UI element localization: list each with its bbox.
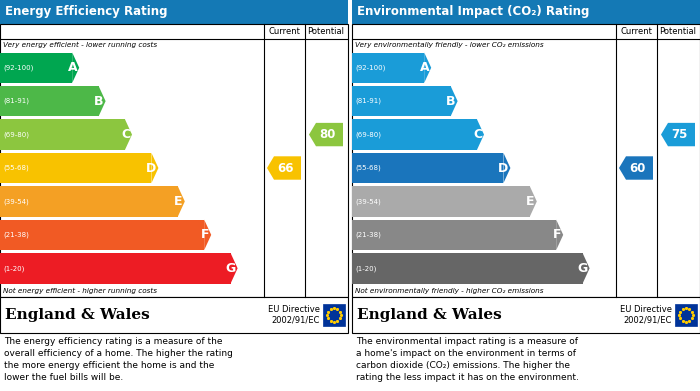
Bar	[675, 304, 697, 326]
Text: (1-20): (1-20)	[355, 265, 377, 271]
Text: (92-100): (92-100)	[355, 65, 386, 71]
Polygon shape	[99, 86, 106, 117]
Bar	[352, 119, 477, 150]
Text: EU Directive
2002/91/EC: EU Directive 2002/91/EC	[620, 305, 672, 325]
Text: G: G	[225, 262, 236, 275]
Bar	[352, 153, 503, 183]
Bar	[0, 186, 178, 217]
Text: Very environmentally friendly - lower CO₂ emissions: Very environmentally friendly - lower CO…	[355, 42, 544, 48]
Text: (92-100): (92-100)	[3, 65, 34, 71]
Text: G: G	[578, 262, 587, 275]
Bar	[352, 86, 451, 117]
Bar	[323, 304, 345, 326]
Text: B: B	[446, 95, 456, 108]
Text: Not energy efficient - higher running costs: Not energy efficient - higher running co…	[3, 288, 157, 294]
Polygon shape	[556, 220, 564, 250]
Bar	[0, 86, 99, 117]
Polygon shape	[267, 156, 301, 180]
Bar	[352, 297, 700, 333]
Bar	[0, 253, 230, 283]
Polygon shape	[503, 153, 510, 183]
Text: F: F	[201, 228, 209, 241]
Bar	[0, 24, 348, 297]
Bar	[352, 253, 582, 283]
Text: Not environmentally friendly - higher CO₂ emissions: Not environmentally friendly - higher CO…	[355, 288, 543, 294]
Text: The energy efficiency rating is a measure of the
overall efficiency of a home. T: The energy efficiency rating is a measur…	[4, 337, 233, 382]
Text: Current: Current	[620, 27, 652, 36]
Text: Environmental Impact (CO₂) Rating: Environmental Impact (CO₂) Rating	[357, 5, 589, 18]
Text: England & Wales: England & Wales	[357, 308, 502, 322]
Bar	[352, 220, 556, 250]
Text: A: A	[68, 61, 77, 74]
Text: (69-80): (69-80)	[3, 131, 29, 138]
Bar	[352, 186, 530, 217]
Bar	[352, 52, 424, 83]
Text: (39-54): (39-54)	[355, 198, 381, 204]
Polygon shape	[530, 186, 537, 217]
Polygon shape	[178, 186, 185, 217]
Text: E: E	[526, 195, 535, 208]
Bar	[0, 119, 125, 150]
Text: C: C	[121, 128, 130, 141]
Bar	[0, 220, 204, 250]
Text: F: F	[553, 228, 561, 241]
Text: Very energy efficient - lower running costs: Very energy efficient - lower running co…	[3, 42, 157, 48]
Text: (21-38): (21-38)	[3, 231, 29, 238]
Text: Potential: Potential	[659, 27, 696, 36]
Polygon shape	[72, 52, 79, 83]
Text: (69-80): (69-80)	[355, 131, 381, 138]
Text: (81-91): (81-91)	[3, 98, 29, 104]
Text: England & Wales: England & Wales	[5, 308, 150, 322]
Polygon shape	[204, 220, 211, 250]
Bar	[0, 52, 72, 83]
Text: C: C	[473, 128, 482, 141]
Text: D: D	[498, 161, 508, 174]
Polygon shape	[661, 123, 695, 146]
Text: EU Directive
2002/91/EC: EU Directive 2002/91/EC	[268, 305, 320, 325]
Text: 80: 80	[320, 128, 336, 141]
Bar	[0, 153, 151, 183]
Text: B: B	[94, 95, 104, 108]
Text: 60: 60	[629, 161, 646, 174]
Polygon shape	[619, 156, 653, 180]
Text: (1-20): (1-20)	[3, 265, 25, 271]
Text: D: D	[146, 161, 156, 174]
Text: E: E	[174, 195, 183, 208]
Polygon shape	[424, 52, 431, 83]
Polygon shape	[582, 253, 589, 283]
Text: 66: 66	[277, 161, 294, 174]
Polygon shape	[477, 119, 484, 150]
Text: Potential: Potential	[307, 27, 344, 36]
Text: (21-38): (21-38)	[355, 231, 381, 238]
Text: (55-68): (55-68)	[355, 165, 381, 171]
Text: A: A	[419, 61, 429, 74]
Text: (55-68): (55-68)	[3, 165, 29, 171]
Bar	[0, 297, 348, 333]
Text: 75: 75	[671, 128, 688, 141]
Text: Current: Current	[268, 27, 300, 36]
Polygon shape	[451, 86, 458, 117]
Bar	[0, 0, 348, 24]
Polygon shape	[125, 119, 132, 150]
Polygon shape	[309, 123, 343, 146]
Polygon shape	[230, 253, 237, 283]
Polygon shape	[151, 153, 158, 183]
Text: (39-54): (39-54)	[3, 198, 29, 204]
Bar	[352, 0, 700, 24]
Text: The environmental impact rating is a measure of
a home's impact on the environme: The environmental impact rating is a mea…	[356, 337, 579, 382]
Text: Energy Efficiency Rating: Energy Efficiency Rating	[5, 5, 167, 18]
Bar	[352, 24, 700, 297]
Text: (81-91): (81-91)	[355, 98, 381, 104]
